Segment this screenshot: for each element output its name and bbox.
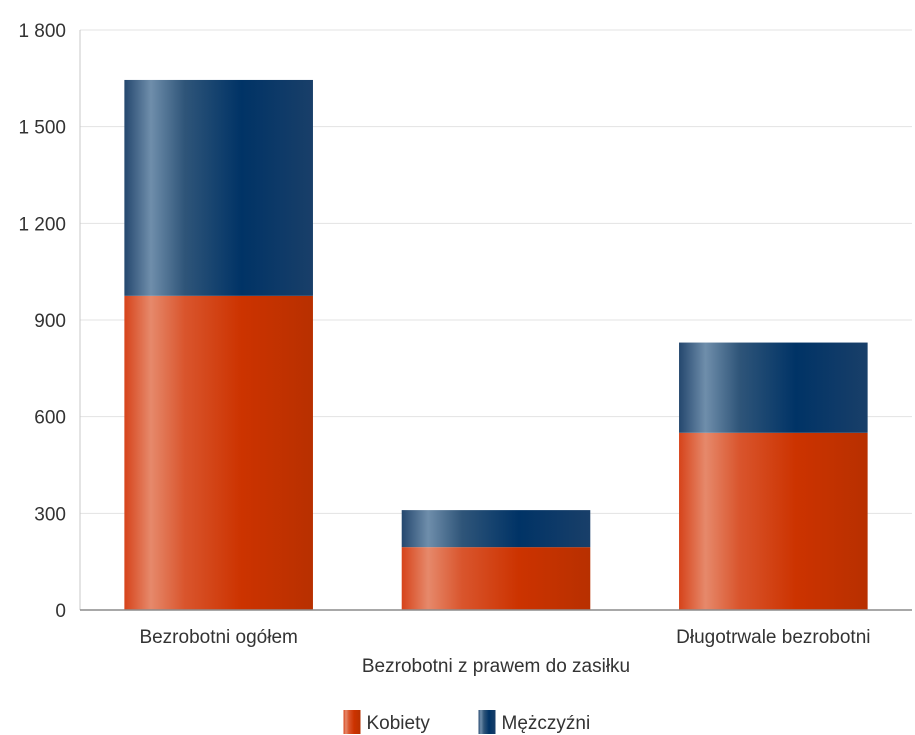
y-tick-label: 600 — [34, 408, 66, 429]
bar-segment-mezczyzni — [401, 510, 591, 548]
legend-label-mezczyzni: Mężczyźni — [502, 713, 591, 734]
x-category-label: Bezrobotni ogółem — [139, 627, 297, 648]
bar-segment-kobiety — [124, 295, 313, 610]
bar-segment-mezczyzni — [679, 342, 868, 433]
y-tick-label: 0 — [55, 601, 66, 622]
legend-swatch-mezczyzni — [478, 710, 496, 734]
y-tick-label: 900 — [34, 311, 66, 332]
y-tick-label: 1 200 — [18, 214, 66, 235]
bar-segment-kobiety — [679, 432, 868, 610]
y-tick-label: 1 800 — [18, 21, 66, 42]
y-tick-label: 300 — [34, 504, 66, 525]
bar-segment-mezczyzni — [124, 79, 313, 296]
legend-label-kobiety: Kobiety — [367, 713, 431, 734]
bar-segment-kobiety — [401, 547, 591, 610]
legend-swatch-kobiety — [343, 710, 361, 734]
x-category-label: Bezrobotni z prawem do zasiłku — [362, 656, 630, 677]
y-tick-label: 1 500 — [18, 118, 66, 139]
x-category-label: Długotrwale bezrobotni — [676, 627, 870, 648]
